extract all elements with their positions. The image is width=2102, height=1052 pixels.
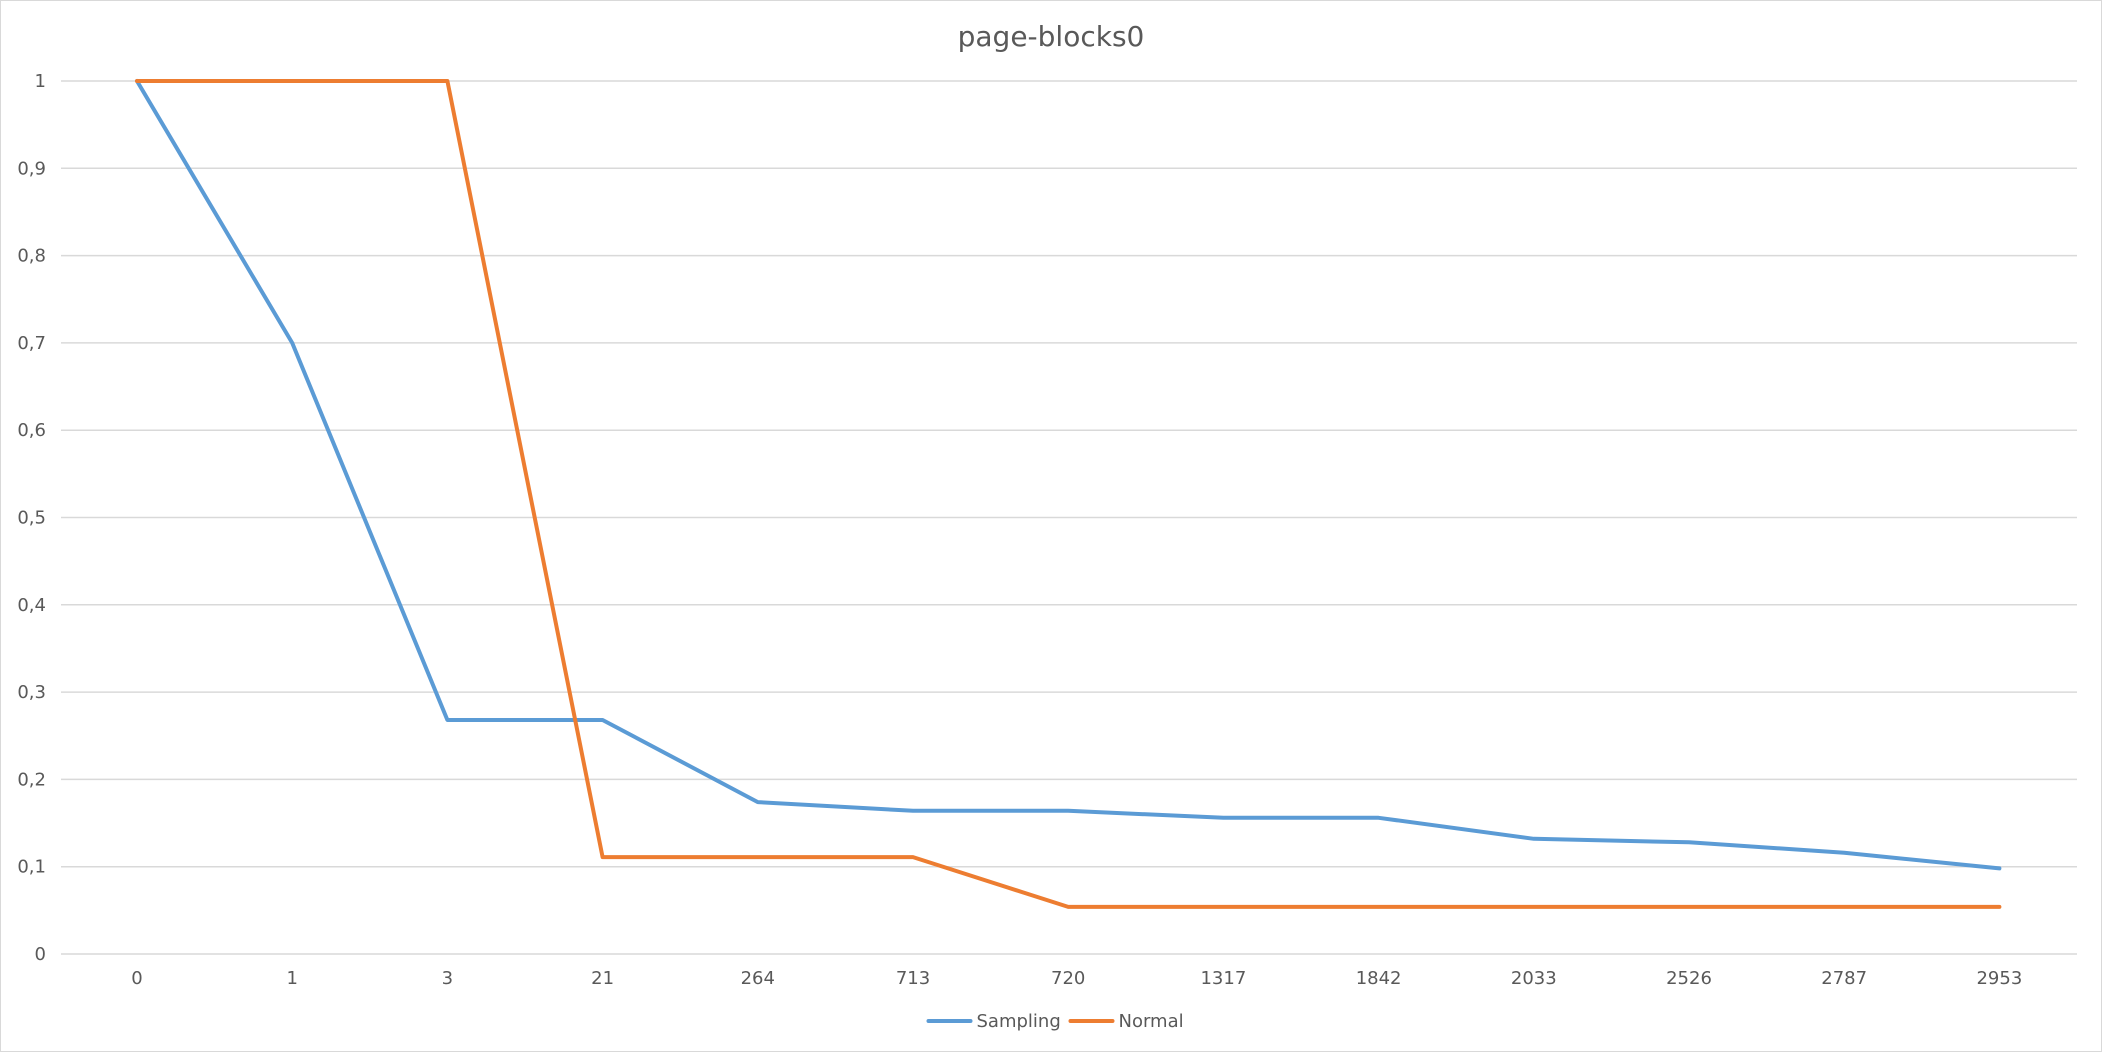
y-tick-label: 0,3 xyxy=(17,682,46,703)
x-axis-tick-labels: 0 1 3 21 264 713 720 1317 1842 2033 2526 2787 2953 xyxy=(131,968,2022,989)
y-tick-label: 0,1 xyxy=(17,857,46,878)
x-tick-label: 713 xyxy=(896,968,930,989)
legend-item-sampling[interactable]: Sampling xyxy=(926,1011,1061,1032)
x-tick-label: 2526 xyxy=(1666,968,1712,989)
y-tick-label: 0,5 xyxy=(17,508,46,529)
y-tick-label: 0,7 xyxy=(17,333,46,354)
x-tick-label: 2033 xyxy=(1511,968,1557,989)
x-tick-label: 3 xyxy=(442,968,453,989)
x-tick-label: 21 xyxy=(591,968,614,989)
y-tick-label: 0 xyxy=(35,944,46,965)
y-axis-tick-labels: 0 0,1 0,2 0,3 0,4 0,5 0,6 0,7 0,8 0,9 1 xyxy=(17,71,46,965)
x-tick-label: 2787 xyxy=(1821,968,1867,989)
y-tick-label: 1 xyxy=(35,71,46,92)
y-tick-label: 0,4 xyxy=(17,595,46,616)
x-tick-label: 2953 xyxy=(1976,968,2022,989)
legend-item-normal[interactable]: Normal xyxy=(1068,1011,1184,1032)
y-tick-label: 0,8 xyxy=(17,246,46,267)
series-line-normal xyxy=(135,79,2002,909)
y-tick-label: 0,2 xyxy=(17,769,46,790)
series-line-sampling xyxy=(135,79,2002,871)
y-tick-label: 0,6 xyxy=(17,420,46,441)
x-tick-label: 0 xyxy=(131,968,142,989)
x-tick-label: 1 xyxy=(286,968,297,989)
x-tick-label: 720 xyxy=(1051,968,1085,989)
legend-label: Normal xyxy=(1119,1011,1184,1032)
x-tick-label: 264 xyxy=(741,968,775,989)
legend[interactable]: Sampling Normal xyxy=(926,1011,1184,1032)
y-tick-label: 0,9 xyxy=(17,158,46,179)
legend-label: Sampling xyxy=(977,1011,1061,1032)
chart-title: page-blocks0 xyxy=(958,20,1145,53)
series-lines xyxy=(135,79,2002,909)
x-tick-label: 1317 xyxy=(1200,968,1246,989)
x-tick-label: 1842 xyxy=(1356,968,1402,989)
